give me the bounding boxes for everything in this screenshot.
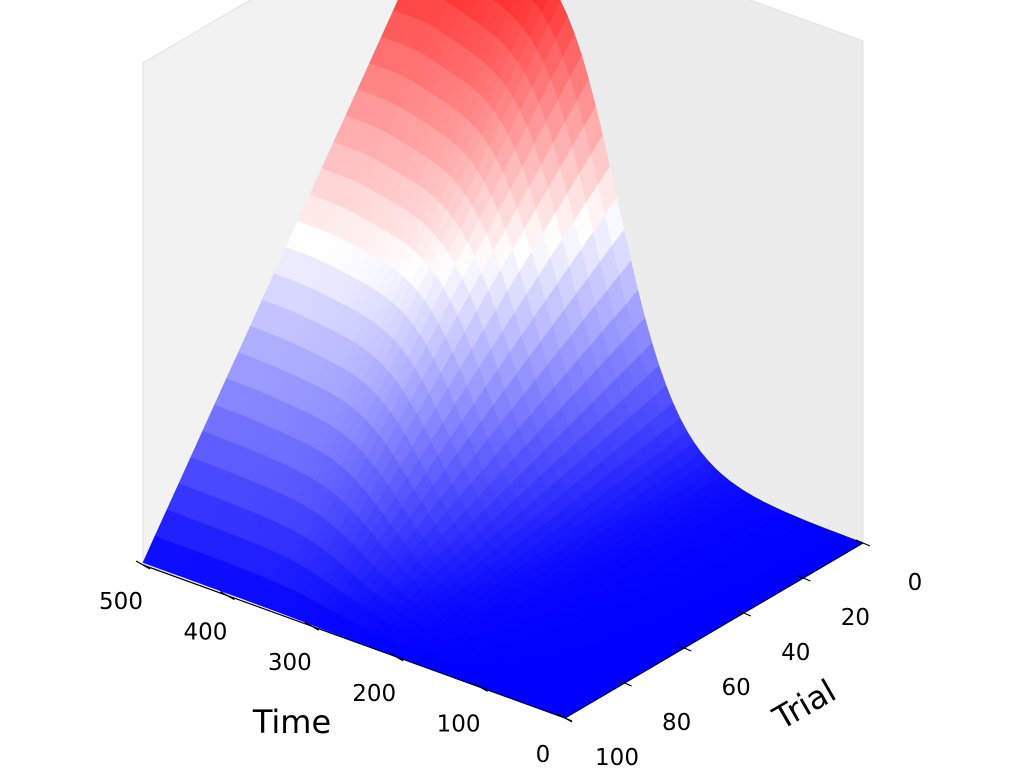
trial-tick-label: 20: [841, 605, 870, 631]
trial-tick-label: 80: [662, 710, 691, 736]
time-tick-label: 400: [183, 620, 227, 646]
trial-tick-label: 40: [781, 640, 810, 666]
trial-tick-label: 0: [908, 570, 923, 596]
time-tick-label: 200: [352, 681, 396, 707]
time-tick-label: 300: [268, 650, 312, 676]
time-tick-label: 0: [536, 742, 551, 768]
trial-tick-label: 60: [722, 675, 751, 701]
y-axis-label: Trial: [766, 672, 842, 738]
time-tick-label: 500: [99, 589, 143, 615]
trial-tick-label: 100: [595, 745, 639, 771]
x-axis-label: Time: [252, 703, 331, 741]
time-tick-label: 100: [437, 711, 481, 737]
